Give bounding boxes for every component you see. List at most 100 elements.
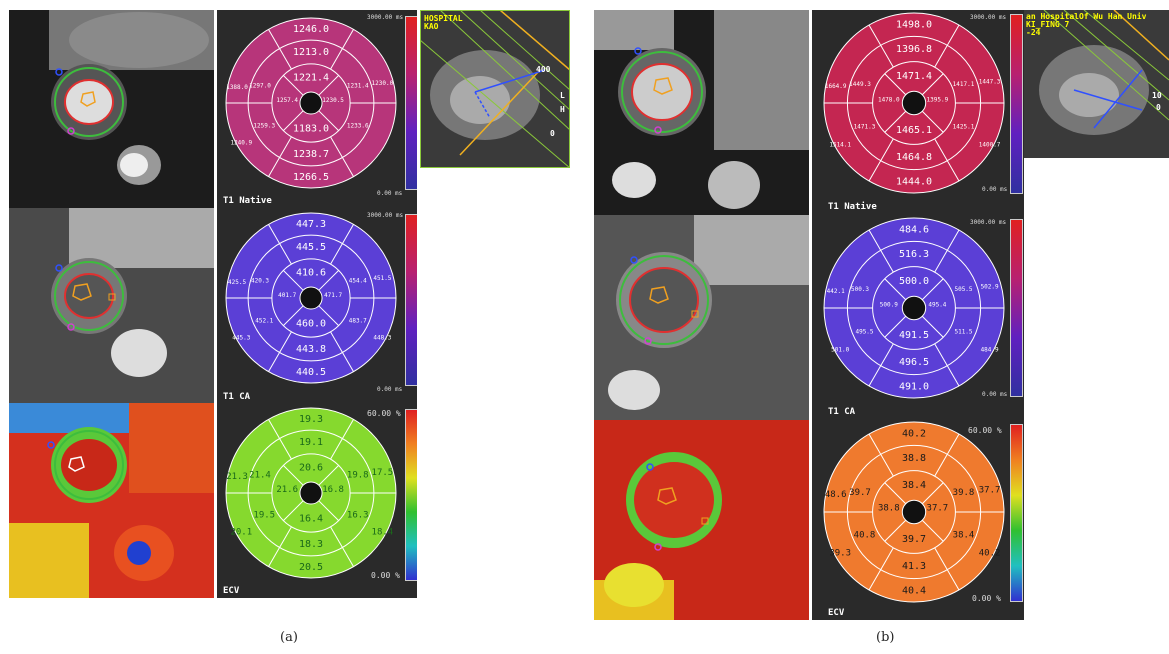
segment-divider bbox=[268, 419, 292, 460]
segment-value: 1388.0 bbox=[226, 84, 248, 91]
segment-divider bbox=[318, 464, 340, 486]
segment-value: 1230.0 bbox=[372, 80, 394, 87]
segment-value: 1471.4 bbox=[896, 71, 932, 82]
segment-value: 484.6 bbox=[899, 225, 929, 236]
scale-max: 3000.00 ms bbox=[970, 14, 1007, 21]
segment-divider bbox=[868, 24, 894, 68]
segment-value: 38.4 bbox=[902, 480, 926, 491]
bullseye-b-t1-native-graphic: 1498.0 1396.8 1471.4 1465.1 1464.8 1444.0 1664… bbox=[823, 12, 1005, 194]
segment-value: 18.3 bbox=[299, 539, 323, 550]
segment-value: 1514.1 bbox=[829, 142, 851, 149]
segment-value: 19.8 bbox=[347, 470, 369, 480]
segment-divider bbox=[282, 110, 304, 132]
segment-value: 1425.1 bbox=[953, 124, 975, 131]
segment-divider bbox=[268, 526, 292, 567]
segment-value: 1238.7 bbox=[293, 149, 329, 160]
scout-h-text: H bbox=[560, 105, 565, 114]
segment-value: 16.4 bbox=[299, 514, 323, 525]
bullseye-panel-a-t1-ca: 447.3 445.5 410.6 460.0 443.8 440.5 425.5 420.3… bbox=[217, 208, 417, 403]
segment-divider bbox=[282, 500, 304, 522]
segment-value: 448.3 bbox=[373, 334, 391, 341]
segment-value: 420.3 bbox=[251, 277, 269, 284]
segment-divider bbox=[268, 136, 292, 177]
segment-value: 20.1 bbox=[230, 527, 252, 537]
segment-divider bbox=[330, 224, 354, 265]
bullseye-apex bbox=[901, 295, 927, 321]
map-label: ECV bbox=[223, 586, 240, 596]
segment-value: 1240.9 bbox=[230, 139, 252, 146]
mri-image-t1-native-b bbox=[594, 10, 809, 215]
segment-divider bbox=[934, 229, 960, 273]
segment-value: 1395.9 bbox=[927, 97, 949, 104]
map-label: ECV bbox=[828, 608, 845, 618]
segment-value: 491.0 bbox=[899, 381, 929, 392]
segment-value: 500.3 bbox=[851, 286, 869, 293]
scout-hospital-text: an HospitalOf Wu Han Univ KI_FING 7 -24 bbox=[1026, 12, 1147, 37]
segment-value: 1464.8 bbox=[896, 152, 932, 163]
scout-image-b: an HospitalOf Wu Han Univ KI_FING 7 -24 … bbox=[1024, 10, 1169, 158]
segment-value: 39.3 bbox=[829, 549, 851, 559]
segment-divider bbox=[934, 343, 960, 387]
segment-value: 483.7 bbox=[349, 317, 367, 324]
segment-value: 1183.0 bbox=[293, 124, 329, 135]
segment-divider bbox=[868, 547, 894, 591]
scale-min: 0.00 % bbox=[972, 594, 1001, 603]
segment-value: 491.5 bbox=[899, 330, 929, 341]
bullseye-panel-b-t1-ca: 484.6 516.3 500.0 491.5 496.5 491.0 442.1 500.3… bbox=[812, 215, 1024, 420]
segment-divider bbox=[868, 343, 894, 387]
segment-divider bbox=[921, 110, 944, 133]
segment-value: 454.4 bbox=[349, 277, 367, 284]
segment-divider bbox=[934, 138, 960, 182]
colorbar-b-t1-native bbox=[1010, 14, 1023, 194]
segment-value: 1400.7 bbox=[979, 142, 1001, 149]
scale-min: 0.00 ms bbox=[377, 190, 403, 197]
segment-divider bbox=[921, 278, 944, 301]
map-label: T1 CA bbox=[828, 407, 856, 417]
segment-value: 39.8 bbox=[953, 488, 975, 498]
segment-value: 21.3 bbox=[226, 472, 248, 482]
segment-value: 502.9 bbox=[981, 284, 999, 291]
mri-t1-ca-b-graphic bbox=[594, 215, 809, 420]
segment-divider bbox=[282, 269, 304, 291]
segment-divider bbox=[921, 315, 944, 338]
segment-value: 41.3 bbox=[902, 561, 926, 572]
segment-value: 38.8 bbox=[902, 453, 926, 464]
bullseye-a-ecv-graphic: 19.3 19.1 20.6 16.4 18.3 20.5 21.3 21.4 21.6 19.5… bbox=[225, 407, 397, 579]
segment-divider bbox=[282, 464, 304, 486]
scout-l-text: L bbox=[560, 91, 565, 100]
scale-min: 0.00 ms bbox=[377, 386, 403, 393]
bullseye-b-ecv-graphic: 40.238.838.439.741.340.448.6 39.738.840.8… bbox=[823, 421, 1005, 603]
segment-value: 1233.6 bbox=[347, 122, 369, 129]
segment-value: 440.5 bbox=[296, 367, 326, 378]
mri-image-t1-ca-a bbox=[9, 208, 214, 403]
bullseye-apex bbox=[901, 499, 927, 525]
segment-value: 40.4 bbox=[902, 585, 926, 596]
segment-divider bbox=[318, 269, 340, 291]
segment-value: 16.8 bbox=[322, 485, 344, 495]
segment-divider bbox=[884, 482, 907, 505]
segment-divider bbox=[868, 138, 894, 182]
segment-value: 410.6 bbox=[296, 268, 326, 279]
segment-divider bbox=[868, 229, 894, 273]
segment-value: 39.7 bbox=[902, 534, 926, 545]
bullseye-a-t1-ca-graphic: 447.3 445.5 410.6 460.0 443.8 440.5 425.5 420.3… bbox=[225, 212, 397, 384]
segment-value: 495.4 bbox=[928, 302, 946, 309]
segment-value: 500.9 bbox=[880, 302, 898, 309]
scale-min: 0.00 ms bbox=[982, 391, 1008, 398]
segment-value: 37.7 bbox=[979, 486, 1001, 496]
segment-value: 451.5 bbox=[373, 275, 391, 282]
segment-value: 500.0 bbox=[899, 276, 929, 287]
bullseye-panel-b-ecv: 40.2 38.8 38.4 39.7 41.3 40.4 48.6 39.7 38.8 40.8… bbox=[812, 420, 1024, 620]
bullseye-panel-a-t1-native: 1246.0 1213.0 1221.4 1183.0 1238.7 1266.5 1388… bbox=[217, 10, 417, 208]
segment-value: 18.4 bbox=[372, 527, 394, 537]
segment-value: 1447.3 bbox=[979, 79, 1001, 86]
segment-value: 48.6 bbox=[825, 490, 847, 500]
segment-value: 501.0 bbox=[831, 347, 849, 354]
panel-a-caption: (a) bbox=[280, 630, 298, 645]
segment-divider bbox=[268, 331, 292, 372]
segment-value: 484.9 bbox=[981, 347, 999, 354]
segment-divider bbox=[884, 519, 907, 542]
mri-t1-native-b-graphic bbox=[594, 10, 809, 215]
segment-divider bbox=[330, 526, 354, 567]
segment-value: 17.5 bbox=[372, 468, 394, 478]
